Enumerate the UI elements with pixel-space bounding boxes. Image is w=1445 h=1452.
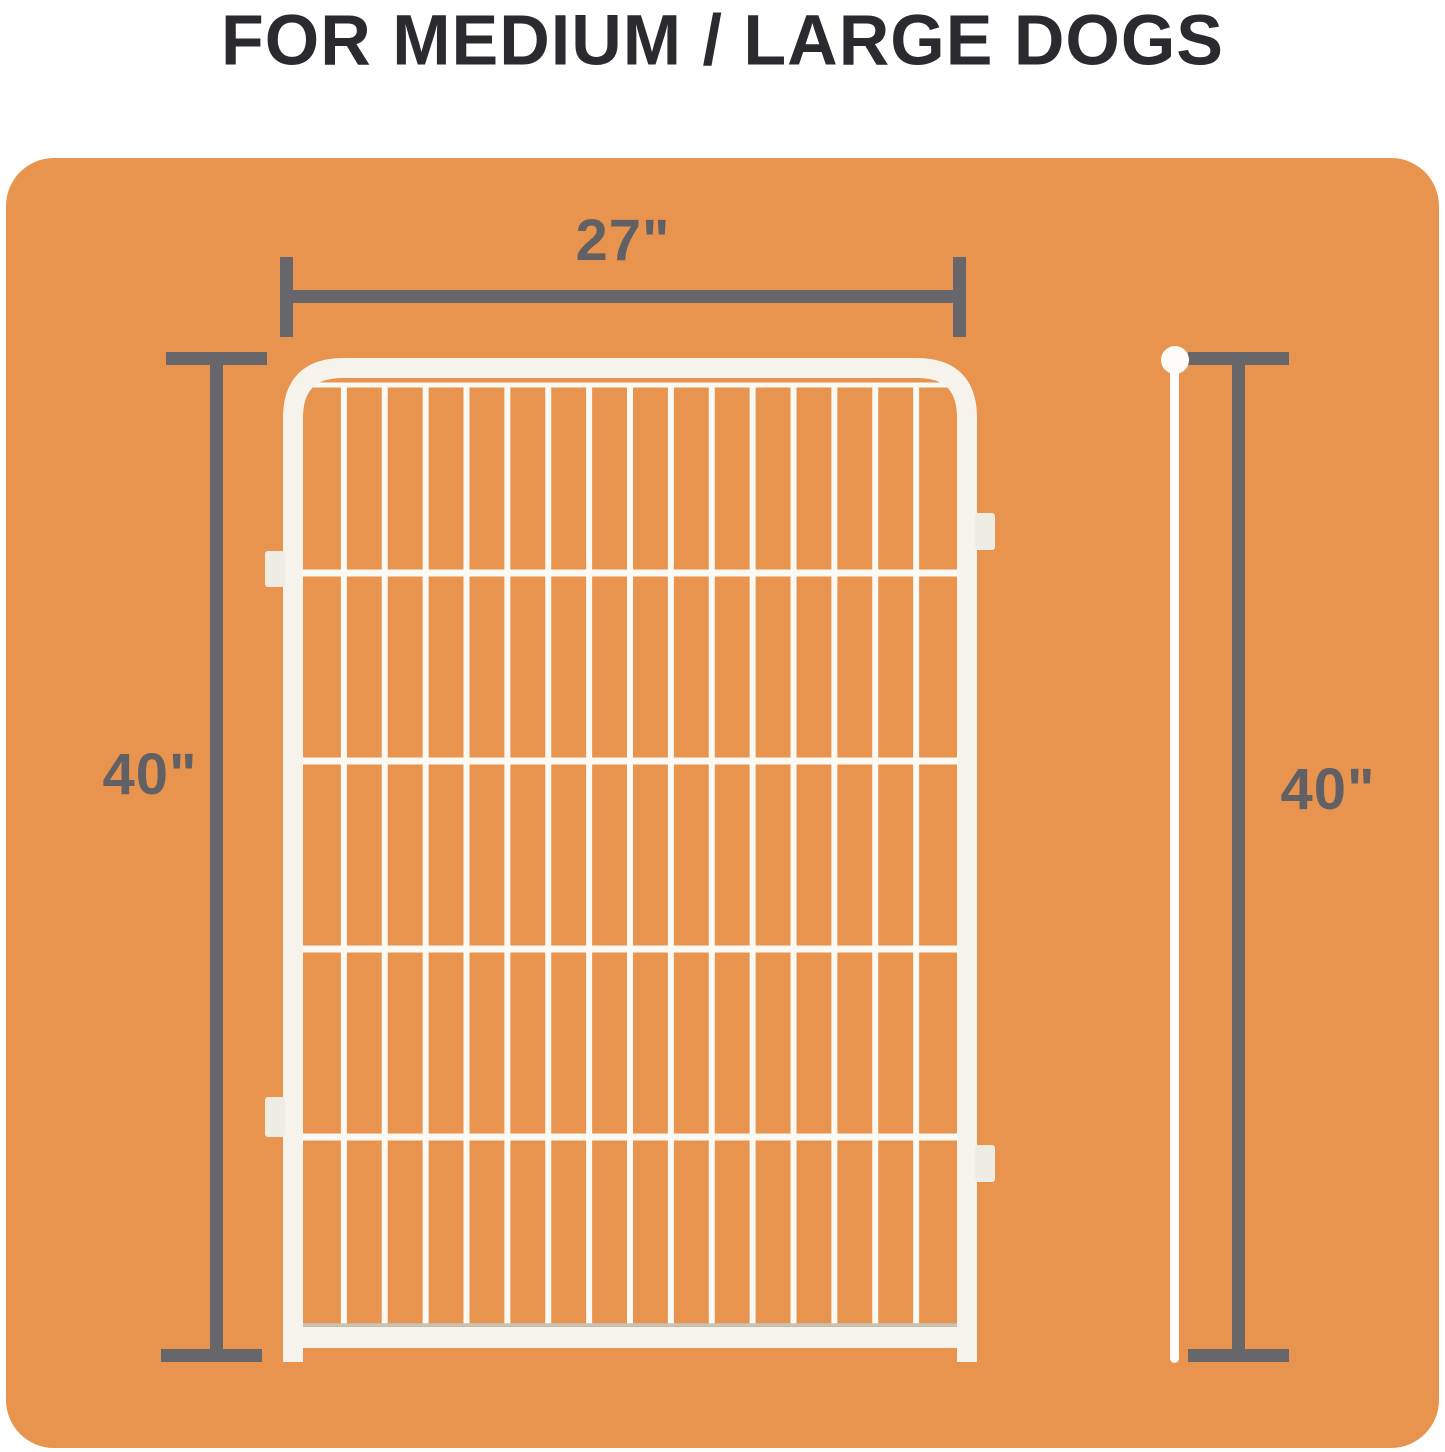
right-height-dimension-line — [1232, 352, 1245, 1362]
panel-connector-tab-right-lower — [975, 1145, 995, 1182]
panel-horizontal-rails — [303, 569, 957, 1141]
panel-connector-tab-left-upper — [265, 551, 285, 587]
measure-pin-head-icon — [1161, 346, 1189, 374]
left-height-dimension-line — [210, 352, 223, 1362]
right-height-dimension-cap-bottom — [1188, 1349, 1289, 1362]
page-title: FOR MEDIUM / LARGE DOGS — [221, 0, 1224, 80]
left-height-dimension-label: 40" — [102, 742, 198, 807]
pen-panel-illustration — [265, 358, 995, 1362]
right-height-dimension-label: 40" — [1280, 757, 1376, 822]
panel-connector-tab-right-upper — [975, 513, 995, 550]
width-dimension-line — [280, 290, 966, 303]
panel-bottom-bar — [283, 1327, 977, 1348]
measure-pin-line-icon — [1170, 358, 1179, 1363]
panel-connector-tab-left-lower — [265, 1097, 285, 1137]
panel-vertical-bars — [340, 385, 920, 1325]
orange-background-card: 27" 40" 40" — [6, 158, 1439, 1448]
width-dimension-cap-right — [953, 257, 966, 337]
panel-frame — [283, 358, 977, 1362]
left-height-dimension-cap-bottom — [161, 1349, 262, 1362]
width-dimension-label: 27" — [575, 208, 671, 273]
